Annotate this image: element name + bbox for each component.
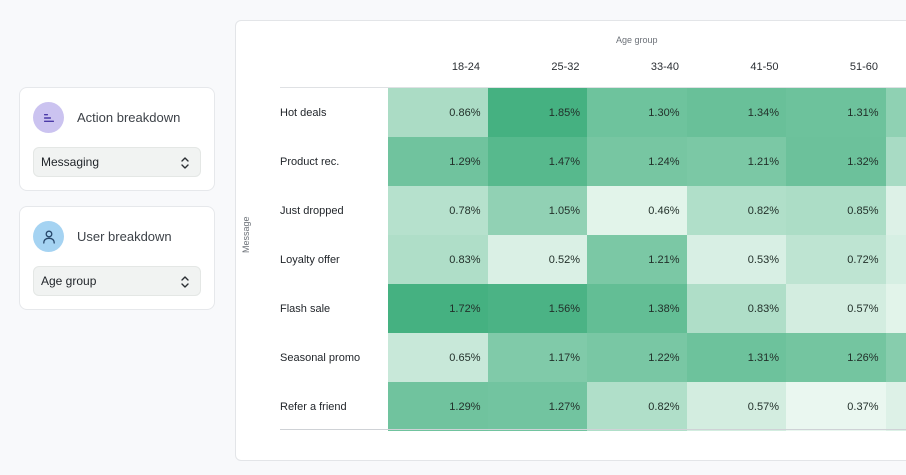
heatmap-cell: 0.57%: [686, 382, 786, 431]
heatmap-cell: 1.31%: [786, 88, 886, 137]
heatmap-cell: 0.83%: [388, 235, 488, 284]
row-label: Refer a friend: [280, 400, 347, 413]
heatmap-cell: 0.37%: [786, 382, 886, 431]
action-breakdown-header: Action breakdown: [33, 102, 180, 133]
heatmap-cell: 1.56%: [487, 284, 587, 333]
column-header: 33-40: [650, 61, 679, 73]
action-breakdown-select-value: Messaging: [41, 155, 100, 169]
heatmap-cell: 1.27%: [487, 382, 587, 431]
heatmap-cell-partial: [885, 186, 906, 235]
column-header: 41-50: [750, 61, 779, 73]
heatmap-cell: 0.83%: [686, 284, 786, 333]
heatmap-cell: 0.82%: [587, 382, 687, 431]
heatmap-cell: 0.85%: [786, 186, 886, 235]
row-label: Loyalty offer: [280, 253, 340, 266]
heatmap-cell: 1.34%: [686, 88, 786, 137]
heatmap-cell: 1.17%: [487, 333, 587, 382]
heatmap-cell: 1.32%: [786, 137, 886, 186]
user-breakdown-avatar: [33, 221, 64, 252]
action-breakdown-card: Action breakdown Messaging: [19, 87, 215, 191]
heatmap-cell-partial: [885, 137, 906, 186]
heatmap-cell: 1.05%: [487, 186, 587, 235]
user-breakdown-select-value: Age group: [41, 274, 97, 288]
user-breakdown-card: User breakdown Age group: [19, 206, 215, 310]
heatmap-cell: 1.31%: [686, 333, 786, 382]
header-divider: [280, 87, 906, 88]
column-header: 25-32: [551, 61, 580, 73]
heatmap-cell: 1.24%: [587, 137, 687, 186]
heatmap-cell: 1.29%: [388, 382, 488, 431]
bar-list-icon: [43, 113, 54, 122]
user-breakdown-title: User breakdown: [77, 229, 172, 244]
heatmap-cell: 0.72%: [786, 235, 886, 284]
row-label: Product rec.: [280, 155, 340, 168]
heatmap-cell: 0.52%: [487, 235, 587, 284]
row-label: Hot deals: [280, 106, 327, 119]
heatmap-cell: 1.47%: [487, 137, 587, 186]
user-icon: [42, 230, 55, 244]
action-breakdown-select[interactable]: Messaging: [33, 147, 201, 177]
heatmap-cell: 0.82%: [686, 186, 786, 235]
heatmap-cell: 1.85%: [487, 88, 587, 137]
row-label: Just dropped: [280, 204, 344, 217]
heatmap-panel: Age group Message 18-24 25-32 33-40 41-50 51…: [235, 20, 906, 461]
row-label: Seasonal promo: [280, 351, 361, 364]
action-breakdown-avatar: [33, 102, 64, 133]
row-label: Flash sale: [280, 302, 331, 315]
heatmap-cell: 1.22%: [587, 333, 687, 382]
y-axis-title: Message: [241, 216, 251, 253]
bottom-divider: [280, 429, 906, 430]
column-header: 51-60: [849, 61, 878, 73]
heatmap-cell: 1.21%: [587, 235, 687, 284]
heatmap-cell: 1.21%: [686, 137, 786, 186]
heatmap-cell: 0.46%: [587, 186, 687, 235]
chevron-up-down-icon: [181, 276, 189, 288]
heatmap-cell: 1.26%: [786, 333, 886, 382]
user-breakdown-select[interactable]: Age group: [33, 266, 201, 296]
heatmap-cell-partial: [885, 88, 906, 137]
column-header: 18-24: [451, 61, 480, 73]
heatmap-cell: 0.78%: [388, 186, 488, 235]
heatmap-cell-partial: [885, 235, 906, 284]
heatmap-cell: 0.65%: [388, 333, 488, 382]
heatmap-cell: 1.72%: [388, 284, 488, 333]
x-axis-title: Age group: [616, 35, 658, 45]
chevron-up-down-icon: [181, 157, 189, 169]
heatmap-cell: 1.30%: [587, 88, 687, 137]
heatmap-cell-partial: [885, 333, 906, 382]
heatmap-cell: 1.38%: [587, 284, 687, 333]
heatmap-cell: 0.53%: [686, 235, 786, 284]
user-breakdown-header: User breakdown: [33, 221, 172, 252]
action-breakdown-title: Action breakdown: [77, 110, 181, 125]
heatmap-cell-partial: [885, 382, 906, 431]
heatmap-cell-partial: [885, 284, 906, 333]
heatmap-cell: 0.86%: [388, 88, 488, 137]
heatmap-cell: 1.29%: [388, 137, 488, 186]
heatmap-cell: 0.57%: [786, 284, 886, 333]
